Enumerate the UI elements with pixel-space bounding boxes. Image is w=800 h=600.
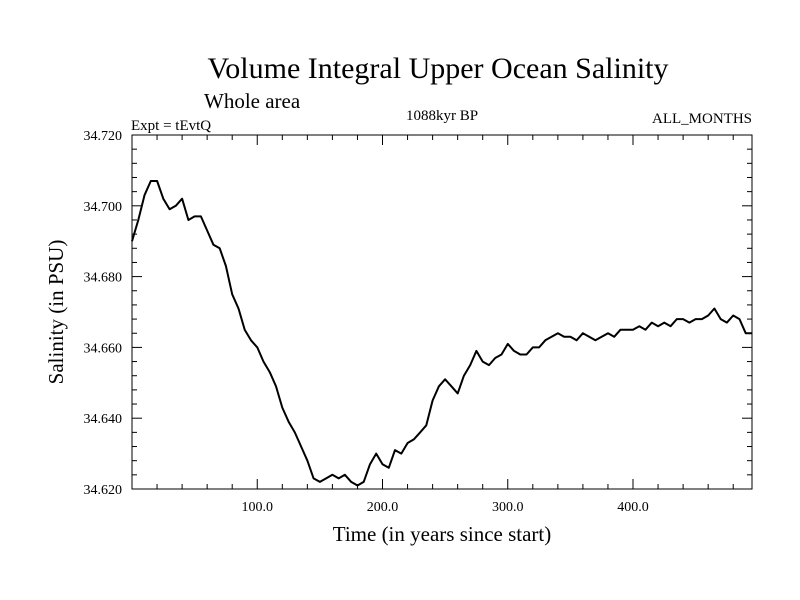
y-tick-label: 34.660 bbox=[84, 341, 123, 356]
y-tick-labels: 34.620 34.640 34.660 34.680 34.700 34.720 bbox=[84, 129, 123, 498]
x-tick-label: 200.0 bbox=[367, 500, 399, 515]
months-label: ALL_MONTHS bbox=[652, 111, 752, 127]
plot-frame bbox=[131, 134, 753, 490]
x-tick-label: 300.0 bbox=[492, 500, 524, 515]
salinity-series-line bbox=[131, 180, 752, 487]
chart-subtitle: Whole area bbox=[204, 89, 301, 113]
x-tick-label: 400.0 bbox=[617, 500, 649, 515]
y-tick-label: 34.700 bbox=[84, 200, 123, 215]
x-axis-label: Time (in years since start) bbox=[333, 522, 552, 546]
x-tick-label: 100.0 bbox=[242, 500, 274, 515]
x-tick-labels: 100.0 200.0 300.0 400.0 bbox=[242, 500, 649, 515]
y-axis-label: Salinity (in PSU) bbox=[44, 240, 68, 385]
axis-ticks bbox=[132, 134, 752, 490]
period-label: 1088kyr BP bbox=[406, 108, 478, 124]
y-tick-label: 34.620 bbox=[84, 483, 123, 498]
y-tick-label: 34.720 bbox=[84, 129, 123, 144]
y-tick-label: 34.640 bbox=[84, 412, 123, 427]
y-tick-label: 34.680 bbox=[84, 271, 123, 286]
chart-title: Volume Integral Upper Ocean Salinity bbox=[208, 52, 669, 85]
expt-label: Expt = tEvtQ bbox=[131, 118, 211, 134]
